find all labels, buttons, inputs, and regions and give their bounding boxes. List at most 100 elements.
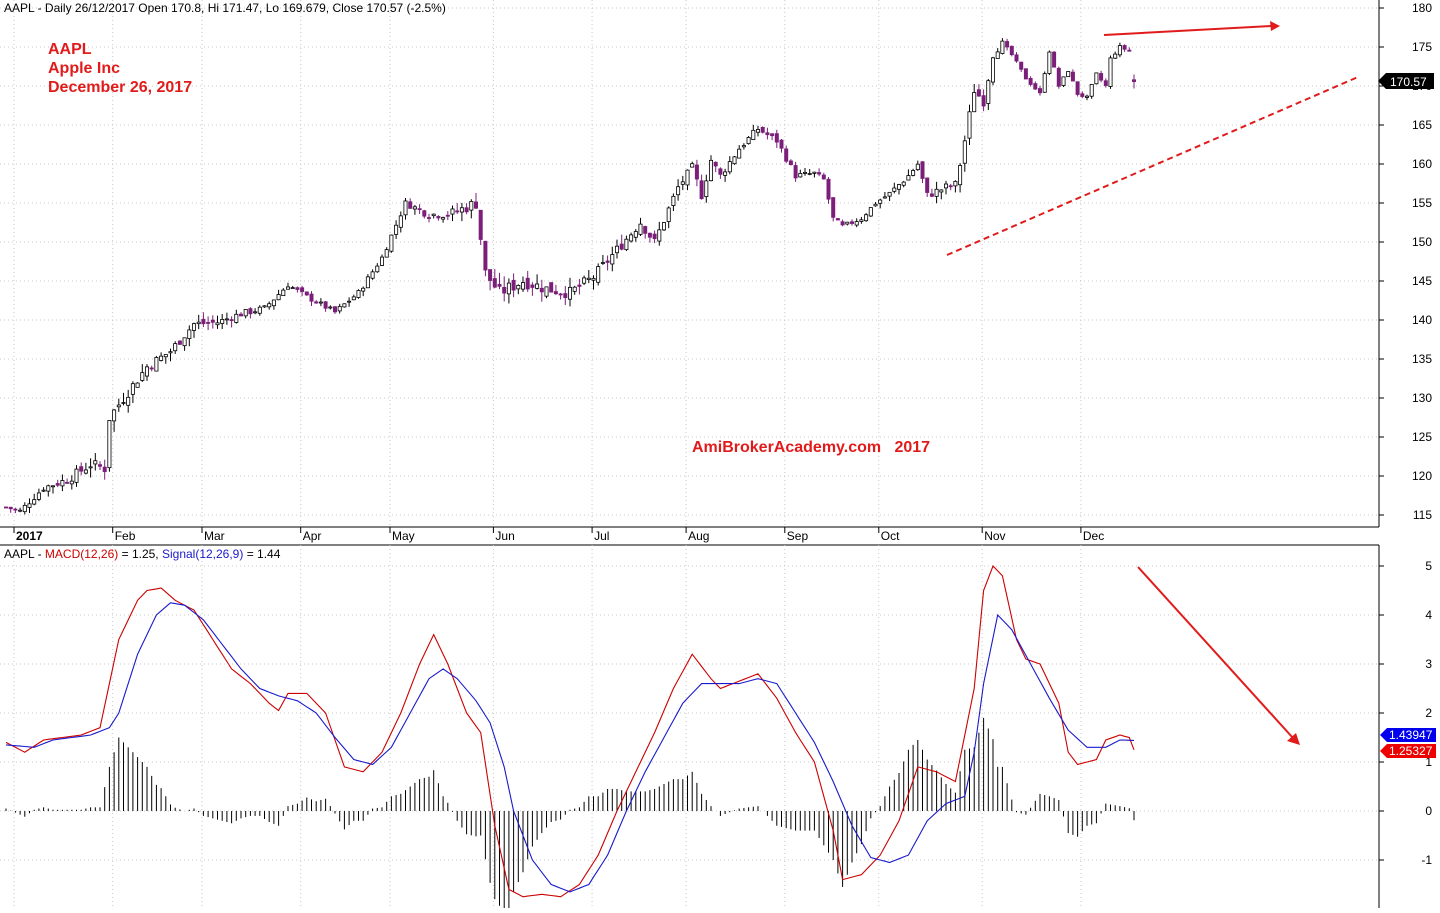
candle-body xyxy=(995,51,1000,59)
candle-body xyxy=(220,318,225,324)
candle-body xyxy=(243,308,248,317)
candle xyxy=(210,315,215,329)
candle-body xyxy=(713,161,718,167)
candle-body xyxy=(135,382,140,388)
candle xyxy=(850,219,855,226)
candle-body xyxy=(469,201,474,211)
candle xyxy=(1103,78,1108,88)
candle xyxy=(79,462,84,476)
candle xyxy=(121,392,126,406)
candle xyxy=(455,203,460,215)
candle-body xyxy=(1117,45,1122,56)
candle xyxy=(65,478,70,485)
candle-body xyxy=(1066,71,1071,78)
candle xyxy=(93,453,98,471)
candle xyxy=(441,216,446,223)
candle xyxy=(1052,51,1057,68)
candle-body xyxy=(568,286,573,300)
candle-body xyxy=(422,210,427,217)
candle xyxy=(539,279,544,302)
candle xyxy=(1122,44,1127,52)
macd-value-badge: 1.25327 xyxy=(1380,744,1436,758)
candle xyxy=(144,364,149,381)
price-y-tick-label: 160 xyxy=(1412,157,1432,171)
candle xyxy=(497,272,502,290)
candle-body xyxy=(177,340,182,345)
candle-body xyxy=(878,199,883,204)
candle-body xyxy=(417,208,422,211)
candle xyxy=(408,198,413,209)
candle-body xyxy=(1028,77,1033,85)
candle xyxy=(577,278,582,295)
candle xyxy=(1113,51,1118,60)
candle xyxy=(558,292,563,300)
candle-body xyxy=(281,289,286,297)
candle-body xyxy=(1052,51,1057,68)
macd-y-ticks: -1 0 1 2 3 4 5 xyxy=(1379,559,1432,867)
price-y-tick-label: 130 xyxy=(1412,391,1432,405)
date-x-tick-label: Jun xyxy=(495,529,514,543)
candle-body xyxy=(784,148,789,162)
macd-divergence-arrow xyxy=(1137,566,1300,745)
candle xyxy=(981,89,986,112)
candle-body xyxy=(929,193,934,197)
candle xyxy=(417,204,422,214)
candle xyxy=(1019,61,1024,72)
candle-body xyxy=(680,181,685,185)
candle xyxy=(563,285,568,306)
candle xyxy=(643,225,648,239)
candle-body xyxy=(431,213,436,217)
candle-body xyxy=(525,277,530,290)
candle-body xyxy=(887,191,892,197)
candle-body xyxy=(238,313,243,317)
candle-body xyxy=(516,284,521,290)
candle-body xyxy=(1122,45,1127,50)
candle xyxy=(384,247,389,258)
candle-body xyxy=(1019,61,1024,70)
macd-y-tick-label: 0 xyxy=(1425,804,1432,818)
candle-body xyxy=(459,207,464,213)
candle xyxy=(868,207,873,217)
candle-body xyxy=(821,174,826,180)
candle-body xyxy=(436,216,441,219)
candle-body xyxy=(643,226,648,234)
candle xyxy=(332,306,337,314)
macd-y-tick-label: 3 xyxy=(1425,657,1432,671)
candle xyxy=(351,294,356,301)
price-y-tick-label: 180 xyxy=(1412,1,1432,15)
candle-body xyxy=(615,245,620,254)
candle xyxy=(149,365,154,372)
candle-body xyxy=(549,282,554,293)
candle-body xyxy=(412,206,417,210)
candle-body xyxy=(521,282,526,290)
price-y-tick-label: 175 xyxy=(1412,40,1432,54)
candle xyxy=(1009,45,1014,57)
candle-body xyxy=(586,277,591,280)
candle xyxy=(751,124,756,141)
candle-body xyxy=(723,171,728,176)
candle xyxy=(718,167,723,179)
candle-body xyxy=(807,173,812,175)
candle-body xyxy=(563,293,568,298)
candle xyxy=(32,493,37,506)
candle xyxy=(596,263,601,286)
candle xyxy=(356,289,361,299)
candle xyxy=(1108,55,1113,89)
candle-body xyxy=(403,200,408,216)
candle xyxy=(991,56,996,86)
candle xyxy=(201,312,206,327)
candle-body xyxy=(304,291,309,296)
candle-body xyxy=(530,284,535,288)
candle xyxy=(826,176,831,204)
candle xyxy=(887,191,892,202)
candle xyxy=(840,219,845,227)
candle xyxy=(290,285,295,290)
candle xyxy=(525,270,530,292)
candle-body xyxy=(944,183,949,189)
candle xyxy=(741,143,746,150)
candle xyxy=(450,205,455,222)
candle xyxy=(27,498,32,514)
candle xyxy=(765,127,770,140)
candle-body xyxy=(934,188,939,197)
candle xyxy=(788,159,793,166)
